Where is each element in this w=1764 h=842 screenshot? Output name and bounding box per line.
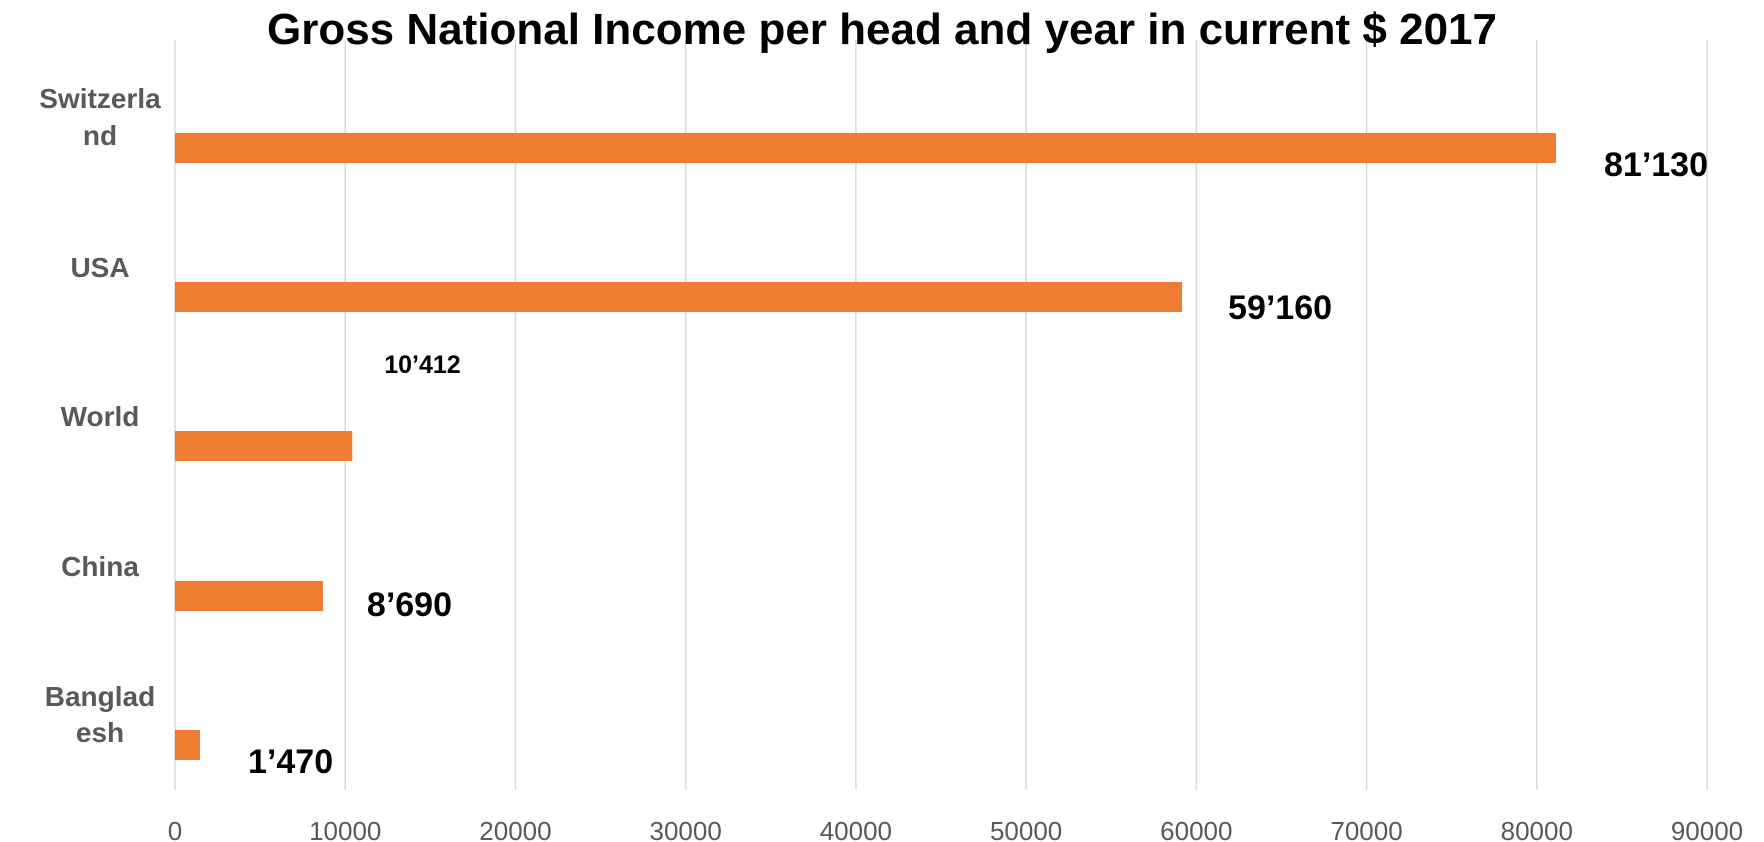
category-label: nd	[83, 120, 117, 151]
data-label: 59’160	[1228, 289, 1332, 327]
data-label: 1’470	[248, 743, 333, 781]
x-tick-label: 0	[168, 816, 182, 842]
category-labels: Switzerla nd USA World China Banglad esh	[39, 83, 161, 748]
category-label: Banglad	[45, 681, 155, 712]
x-tick-label: 90000	[1671, 816, 1743, 842]
bar	[175, 730, 201, 760]
chart-title: Gross National Income per head and year …	[267, 5, 1497, 54]
category-label: China	[61, 551, 139, 582]
data-labels: 81’130 59’160 10’412 8’690 1’470	[248, 146, 1708, 781]
data-label: 10’412	[384, 351, 460, 379]
x-tick-label: 80000	[1501, 816, 1573, 842]
bar	[175, 431, 353, 461]
bar	[175, 282, 1183, 312]
x-tick-label: 40000	[820, 816, 892, 842]
bar	[175, 133, 1557, 163]
bar	[175, 581, 323, 611]
x-tick-label: 60000	[1160, 816, 1232, 842]
x-tick-label: 20000	[479, 816, 551, 842]
grid	[174, 40, 1708, 790]
x-tick-label: 70000	[1330, 816, 1402, 842]
x-tick-label: 10000	[309, 816, 381, 842]
category-label: USA	[70, 252, 129, 283]
x-axis-ticks: 0 10000 20000 30000 40000 50000 60000 70000 8000…	[168, 816, 1743, 842]
data-label: 81’130	[1604, 146, 1708, 184]
x-tick-label: 30000	[650, 816, 722, 842]
category-label: World	[61, 401, 140, 432]
category-label: esh	[76, 717, 124, 748]
bars	[175, 133, 1557, 760]
data-label: 8’690	[367, 586, 452, 624]
x-tick-label: 50000	[990, 816, 1062, 842]
category-label: Switzerla	[39, 83, 161, 114]
